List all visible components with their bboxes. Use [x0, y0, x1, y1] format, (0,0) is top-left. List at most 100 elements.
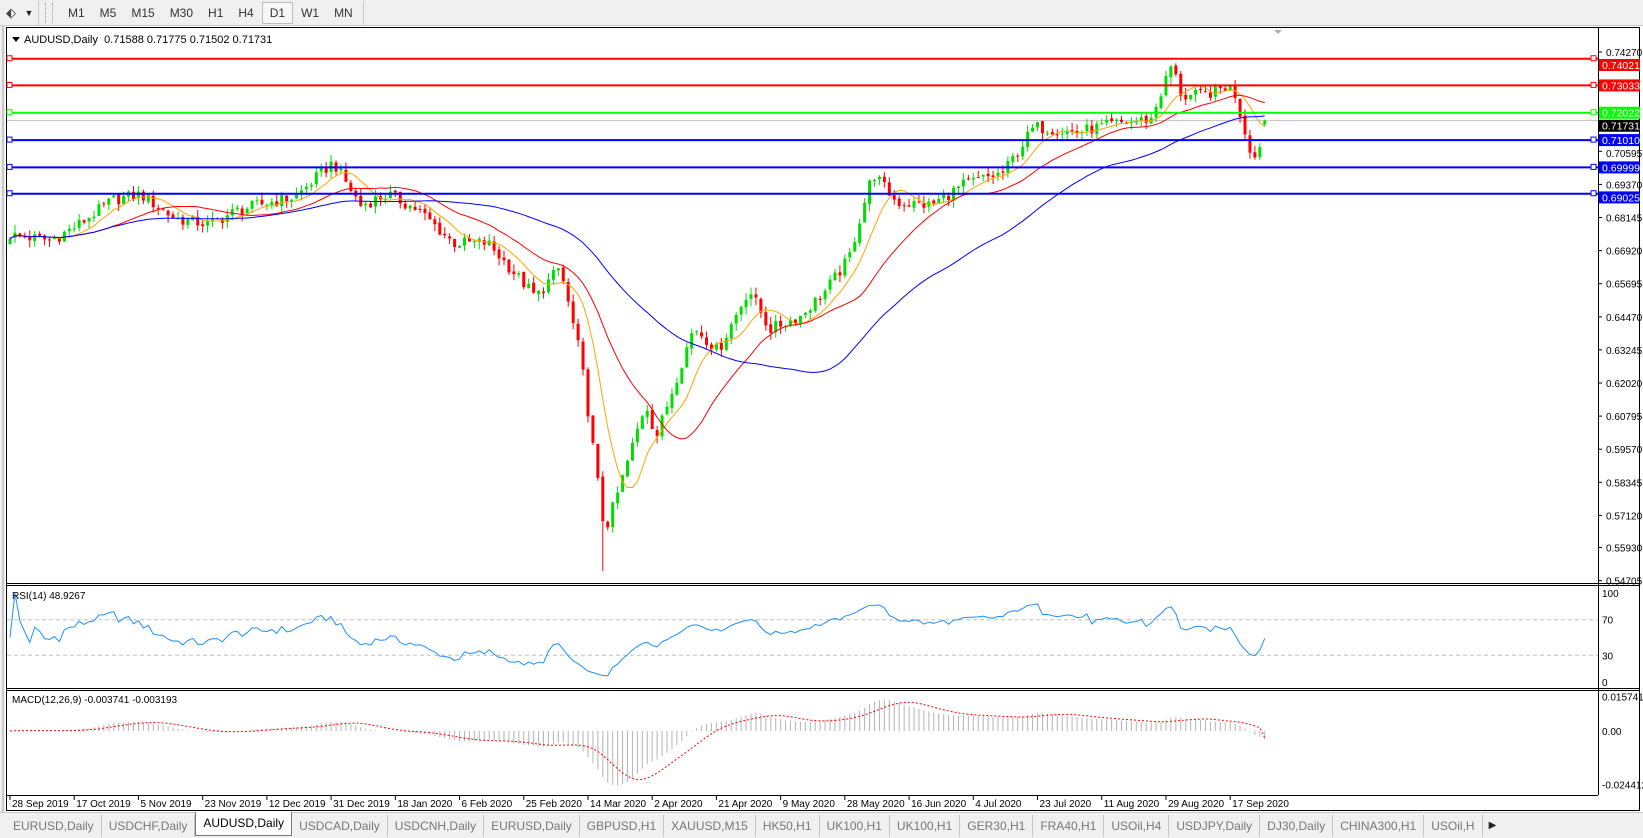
candle-body[interactable]	[1045, 133, 1049, 135]
candle-body[interactable]	[265, 204, 269, 206]
chart-tab[interactable]: USOil,H4	[1104, 814, 1170, 837]
chart-menu-arrow-icon[interactable]	[12, 37, 20, 42]
candle-body[interactable]	[43, 235, 47, 240]
candle-body[interactable]	[136, 191, 140, 199]
candle-body[interactable]	[1228, 84, 1232, 91]
candle-body[interactable]	[18, 233, 22, 236]
candle-body[interactable]	[492, 241, 496, 251]
candle-body[interactable]	[996, 172, 1000, 176]
candle-body[interactable]	[848, 252, 852, 258]
candle-body[interactable]	[1036, 122, 1040, 128]
timeframe-h1[interactable]: H1	[208, 5, 224, 20]
candle-body[interactable]	[181, 216, 185, 225]
candle-body[interactable]	[245, 208, 249, 214]
candle-body[interactable]	[818, 298, 822, 300]
candle-body[interactable]	[803, 312, 807, 315]
candle-body[interactable]	[467, 237, 471, 242]
timeframe-mn[interactable]: MN	[334, 5, 353, 20]
rsi-pane[interactable]	[7, 592, 1598, 677]
candle-body[interactable]	[853, 241, 857, 252]
candle-body[interactable]	[1105, 119, 1109, 123]
candle-body[interactable]	[1100, 123, 1104, 125]
candle-body[interactable]	[947, 195, 951, 201]
candle-body[interactable]	[1194, 89, 1198, 95]
candle-body[interactable]	[789, 320, 793, 326]
candle-body[interactable]	[171, 214, 175, 219]
candle-body[interactable]	[92, 216, 96, 219]
candle-body[interactable]	[779, 320, 783, 327]
candle-body[interactable]	[423, 208, 427, 213]
candle-body[interactable]	[1021, 146, 1025, 157]
candle-body[interactable]	[877, 176, 881, 180]
candle-body[interactable]	[141, 191, 145, 201]
level-handle-left[interactable]	[6, 190, 13, 197]
dropdown-arrow-icon[interactable]: ▼	[24, 7, 34, 18]
timeframe-w1[interactable]: W1	[301, 5, 320, 20]
candle-body[interactable]	[551, 270, 555, 280]
candle-body[interactable]	[907, 205, 911, 207]
candle-body[interactable]	[630, 442, 634, 461]
candle-body[interactable]	[675, 382, 679, 395]
candle-body[interactable]	[364, 203, 368, 205]
candle-body[interactable]	[1139, 117, 1143, 122]
candle-body[interactable]	[413, 206, 417, 211]
candle-body[interactable]	[724, 337, 728, 350]
candle-body[interactable]	[813, 297, 817, 311]
candle-body[interactable]	[937, 198, 941, 203]
candle-body[interactable]	[734, 314, 738, 324]
candle-body[interactable]	[1031, 127, 1035, 132]
candle-body[interactable]	[976, 177, 980, 179]
candle-body[interactable]	[1070, 130, 1074, 132]
candle-body[interactable]	[349, 182, 353, 192]
candle-body[interactable]	[388, 191, 392, 199]
candle-body[interactable]	[240, 208, 244, 215]
chart-tab[interactable]: DJ30,Daily	[1260, 814, 1334, 837]
candle-body[interactable]	[966, 178, 970, 180]
candle-body[interactable]	[1258, 146, 1262, 158]
candle-body[interactable]	[571, 301, 575, 324]
candle-body[interactable]	[324, 168, 328, 173]
candle-body[interactable]	[1208, 92, 1212, 98]
candle-body[interactable]	[1189, 95, 1193, 100]
candle-body[interactable]	[497, 249, 501, 259]
timeframe-m30[interactable]: M30	[169, 5, 194, 20]
level-handle-left[interactable]	[6, 109, 13, 116]
candle-body[interactable]	[1213, 84, 1217, 97]
candle-body[interactable]	[112, 195, 116, 198]
candle-body[interactable]	[1016, 155, 1020, 157]
candle-body[interactable]	[230, 209, 234, 216]
candle-body[interactable]	[828, 279, 832, 290]
candle-body[interactable]	[502, 257, 506, 261]
candle-body[interactable]	[942, 194, 946, 199]
candle-body[interactable]	[774, 321, 778, 333]
candle-body[interactable]	[1253, 152, 1257, 158]
chart-tab[interactable]: EURUSD,Daily	[6, 814, 102, 837]
candle-body[interactable]	[408, 205, 412, 209]
candle-body[interactable]	[309, 184, 313, 187]
candle-body[interactable]	[206, 220, 210, 226]
candle-body[interactable]	[369, 203, 373, 208]
chart-tab[interactable]: AUDUSD,Daily	[195, 811, 293, 836]
chart-tab[interactable]: UK100,H1	[890, 814, 961, 837]
candle-body[interactable]	[161, 208, 165, 210]
candle-body[interactable]	[991, 175, 995, 177]
candle-body[interactable]	[398, 191, 402, 204]
candle-body[interactable]	[57, 237, 61, 242]
level-handle-left[interactable]	[6, 136, 13, 143]
timeframe-d1[interactable]: D1	[261, 1, 294, 24]
level-handle-right[interactable]	[1590, 55, 1597, 62]
candle-body[interactable]	[38, 233, 42, 236]
candle-body[interactable]	[102, 203, 106, 205]
candle-body[interactable]	[201, 224, 205, 226]
candle-body[interactable]	[561, 267, 565, 282]
candle-body[interactable]	[270, 201, 274, 206]
candle-body[interactable]	[517, 273, 521, 275]
candle-body[interactable]	[626, 460, 629, 477]
candle-body[interactable]	[48, 239, 52, 241]
candle-body[interactable]	[428, 212, 432, 220]
candle-body[interactable]	[833, 272, 837, 281]
candle-body[interactable]	[754, 294, 758, 298]
candle-body[interactable]	[823, 290, 827, 300]
candle-body[interactable]	[1095, 123, 1099, 135]
candle-body[interactable]	[23, 235, 27, 238]
